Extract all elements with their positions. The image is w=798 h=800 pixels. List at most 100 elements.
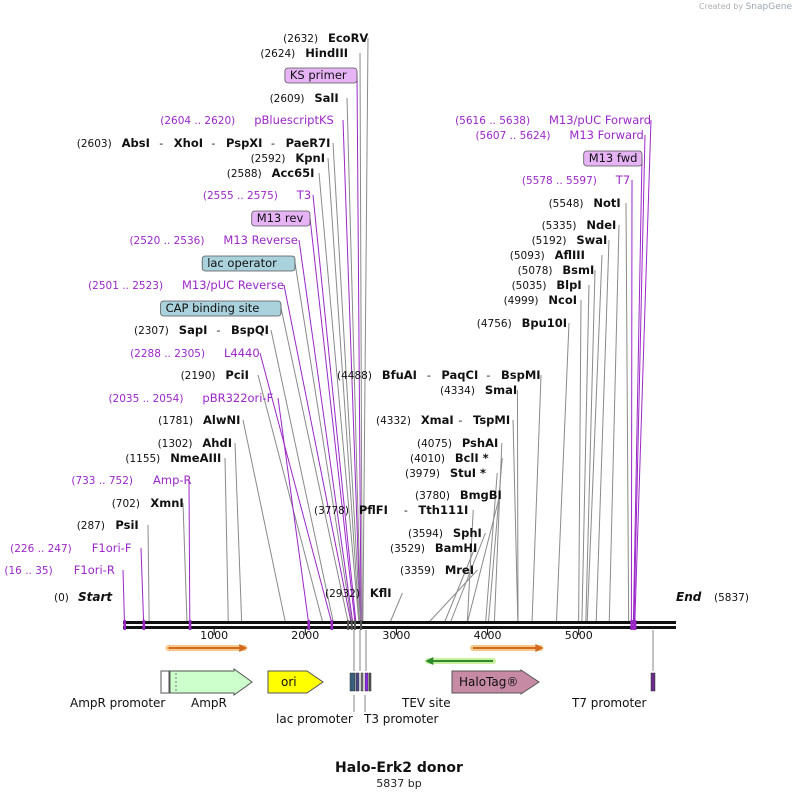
- f1ori-r-connector: [122, 569, 125, 623]
- l4440-position: (2288 .. 2305): [130, 348, 205, 360]
- f1ori-r-name: F1ori-R: [74, 563, 115, 577]
- nmeaiii-connector: [224, 457, 229, 623]
- ruler-tick-label: 3000: [382, 629, 410, 642]
- pflfi-tth111i-position: (3778): [314, 505, 349, 517]
- right-label-m13-fwd: M13 fwd: [583, 150, 643, 167]
- m13-puc-forward-name: M13/pUC Forward: [549, 113, 651, 127]
- psii-position: (287): [77, 520, 105, 532]
- snapgene-credit: Created by SnapGene: [699, 2, 792, 12]
- plasmid-title: Halo-Erk2 donor: [335, 760, 463, 776]
- noti-name: NotI: [593, 196, 620, 210]
- absi-xhoi-pspxi-paer7i-name: AbsI: [122, 136, 150, 150]
- afliii-name: AflIII: [555, 248, 585, 262]
- alwni-position: (1781): [158, 415, 193, 427]
- f1ori-r-position: (16 .. 35): [4, 565, 52, 577]
- acc65i-connector: [318, 172, 360, 623]
- bfuai-paqci-bspmi-sep: -: [486, 369, 490, 382]
- left-label-m13-rev: M13 rev: [251, 210, 311, 227]
- small-feature-block: [349, 672, 356, 692]
- bsmi-name: BsmI: [562, 263, 594, 277]
- absi-xhoi-pspxi-paer7i-sep: -: [271, 137, 275, 150]
- ncoi-position: (4999): [504, 295, 539, 307]
- xmai-tspmi-name: XmaI: [421, 413, 454, 427]
- absi-xhoi-pspxi-paer7i-sep: -: [159, 137, 163, 150]
- noti-connector: [625, 202, 630, 623]
- right-label-ncoi: (4999) NcoI: [504, 293, 577, 307]
- m13-puc-reverse-position: (2501 .. 2523): [88, 280, 163, 292]
- ampr-promoter-box: [160, 670, 170, 694]
- absi-xhoi-pspxi-paer7i-position: (2603): [77, 138, 112, 150]
- swai-connector: [595, 239, 610, 623]
- left-label-ahdi: (1302) AhdI: [158, 436, 232, 450]
- primer-site-mark: [142, 620, 146, 630]
- pbluescriptks-name: pBluescriptKS: [254, 113, 334, 127]
- ruler-tick-label: 5000: [565, 629, 593, 642]
- lac-operator-tag-label: lac operator: [207, 256, 277, 270]
- label-connectors: [122, 37, 652, 623]
- mid-label-mrei: (3359) MreI: [400, 563, 474, 577]
- stui-position: (3979): [405, 468, 440, 480]
- smai-connector: [516, 389, 519, 623]
- m13-puc-forward-position: (5616 .. 5638): [455, 115, 530, 127]
- feature-site-mark: [360, 620, 363, 630]
- left-label-psii: (287) PsiI: [77, 518, 139, 532]
- ncoi-name: NcoI: [548, 293, 577, 307]
- sali-connector: [346, 97, 362, 623]
- left-label-alwni: (1781) AlwNI: [158, 413, 240, 427]
- pbr322ori-f-name: pBR322ori-F: [202, 391, 273, 405]
- feature-track: ori HaloTag®: [160, 630, 656, 712]
- kfli-connector: [389, 592, 403, 623]
- absi-xhoi-pspxi-paer7i-sep: -: [211, 137, 215, 150]
- pcii-connector: [257, 374, 324, 623]
- bamhi-name: BamHI: [435, 541, 477, 555]
- left-label-l4440: (2288 .. 2305) L4440: [130, 346, 260, 360]
- pflfi-tth111i-connector: [466, 509, 474, 623]
- bmgbi-connector: [467, 494, 501, 623]
- small-feature-block: [355, 672, 360, 692]
- backbone-bottom-strand: [123, 626, 676, 629]
- plasmid-length: 5837 bp: [376, 777, 422, 790]
- sapi-bspqi-position: (2307): [134, 325, 169, 337]
- left-label-ks-primer: KS primer: [284, 67, 358, 84]
- ahdi-connector: [234, 442, 243, 623]
- t7-position: (5578 .. 5597): [522, 175, 597, 187]
- end-text: End: [676, 590, 702, 604]
- snapgene-logo-text: SnapGene: [745, 2, 792, 12]
- l4440-connector: [259, 352, 333, 623]
- mid-label-sphi: (3594) SphI: [408, 526, 482, 540]
- right-label-m13-forward: (5607 .. 5624) M13 Forward: [475, 128, 643, 142]
- ncoi-connector: [578, 299, 582, 623]
- blpi-connector: [581, 284, 590, 623]
- backbone: 1000 2000 3000 4000 5000: [123, 620, 676, 642]
- small-feature-block: [368, 672, 372, 692]
- kpni-connector: [327, 157, 360, 623]
- m13-fwd-tag-label: M13 fwd: [589, 151, 638, 165]
- ruler-tick-label: 1000: [200, 629, 228, 642]
- ruler-tick-label: 2000: [291, 629, 319, 642]
- end-label: End (5837): [676, 590, 749, 604]
- left-label-f1ori-r: (16 .. 35) F1ori-R: [4, 563, 114, 577]
- amp-r-position: (733 .. 752): [71, 475, 133, 487]
- kfli-position: (2932): [325, 588, 360, 600]
- ori-label: ori: [281, 675, 297, 689]
- start-position: (0): [54, 592, 69, 604]
- sapi-bspqi-connector: [270, 329, 334, 623]
- bmgbi-position: (3780): [415, 490, 450, 502]
- ampr-arrow: [169, 668, 253, 696]
- small-feature-block: [360, 672, 364, 692]
- bfuai-paqci-bspmi-name: BspMI: [501, 368, 541, 382]
- xmai-tspmi-connector: [512, 419, 519, 623]
- stui-connector: [485, 472, 498, 623]
- bcli-name: BclI *: [455, 451, 489, 465]
- bfuai-paqci-bspmi-connector: [531, 374, 542, 623]
- end-position: (5837): [714, 592, 749, 604]
- left-label-pbr322ori-f: (2035 .. 2054) pBR322ori-F: [108, 391, 273, 405]
- pbr322ori-f-position: (2035 .. 2054): [108, 393, 183, 405]
- xmai-tspmi-position: (4332): [376, 415, 411, 427]
- left-label-m13-puc-reverse: (2501 .. 2523) M13/pUC Reverse: [88, 278, 284, 292]
- left-label-xmni: (702) XmnI: [112, 496, 184, 510]
- sapi-bspqi-sep: -: [216, 324, 220, 337]
- psii-name: PsiI: [115, 518, 138, 532]
- tev-site-label: TEV site: [401, 696, 451, 710]
- t7-promoter-label: T7 promoter: [571, 696, 647, 710]
